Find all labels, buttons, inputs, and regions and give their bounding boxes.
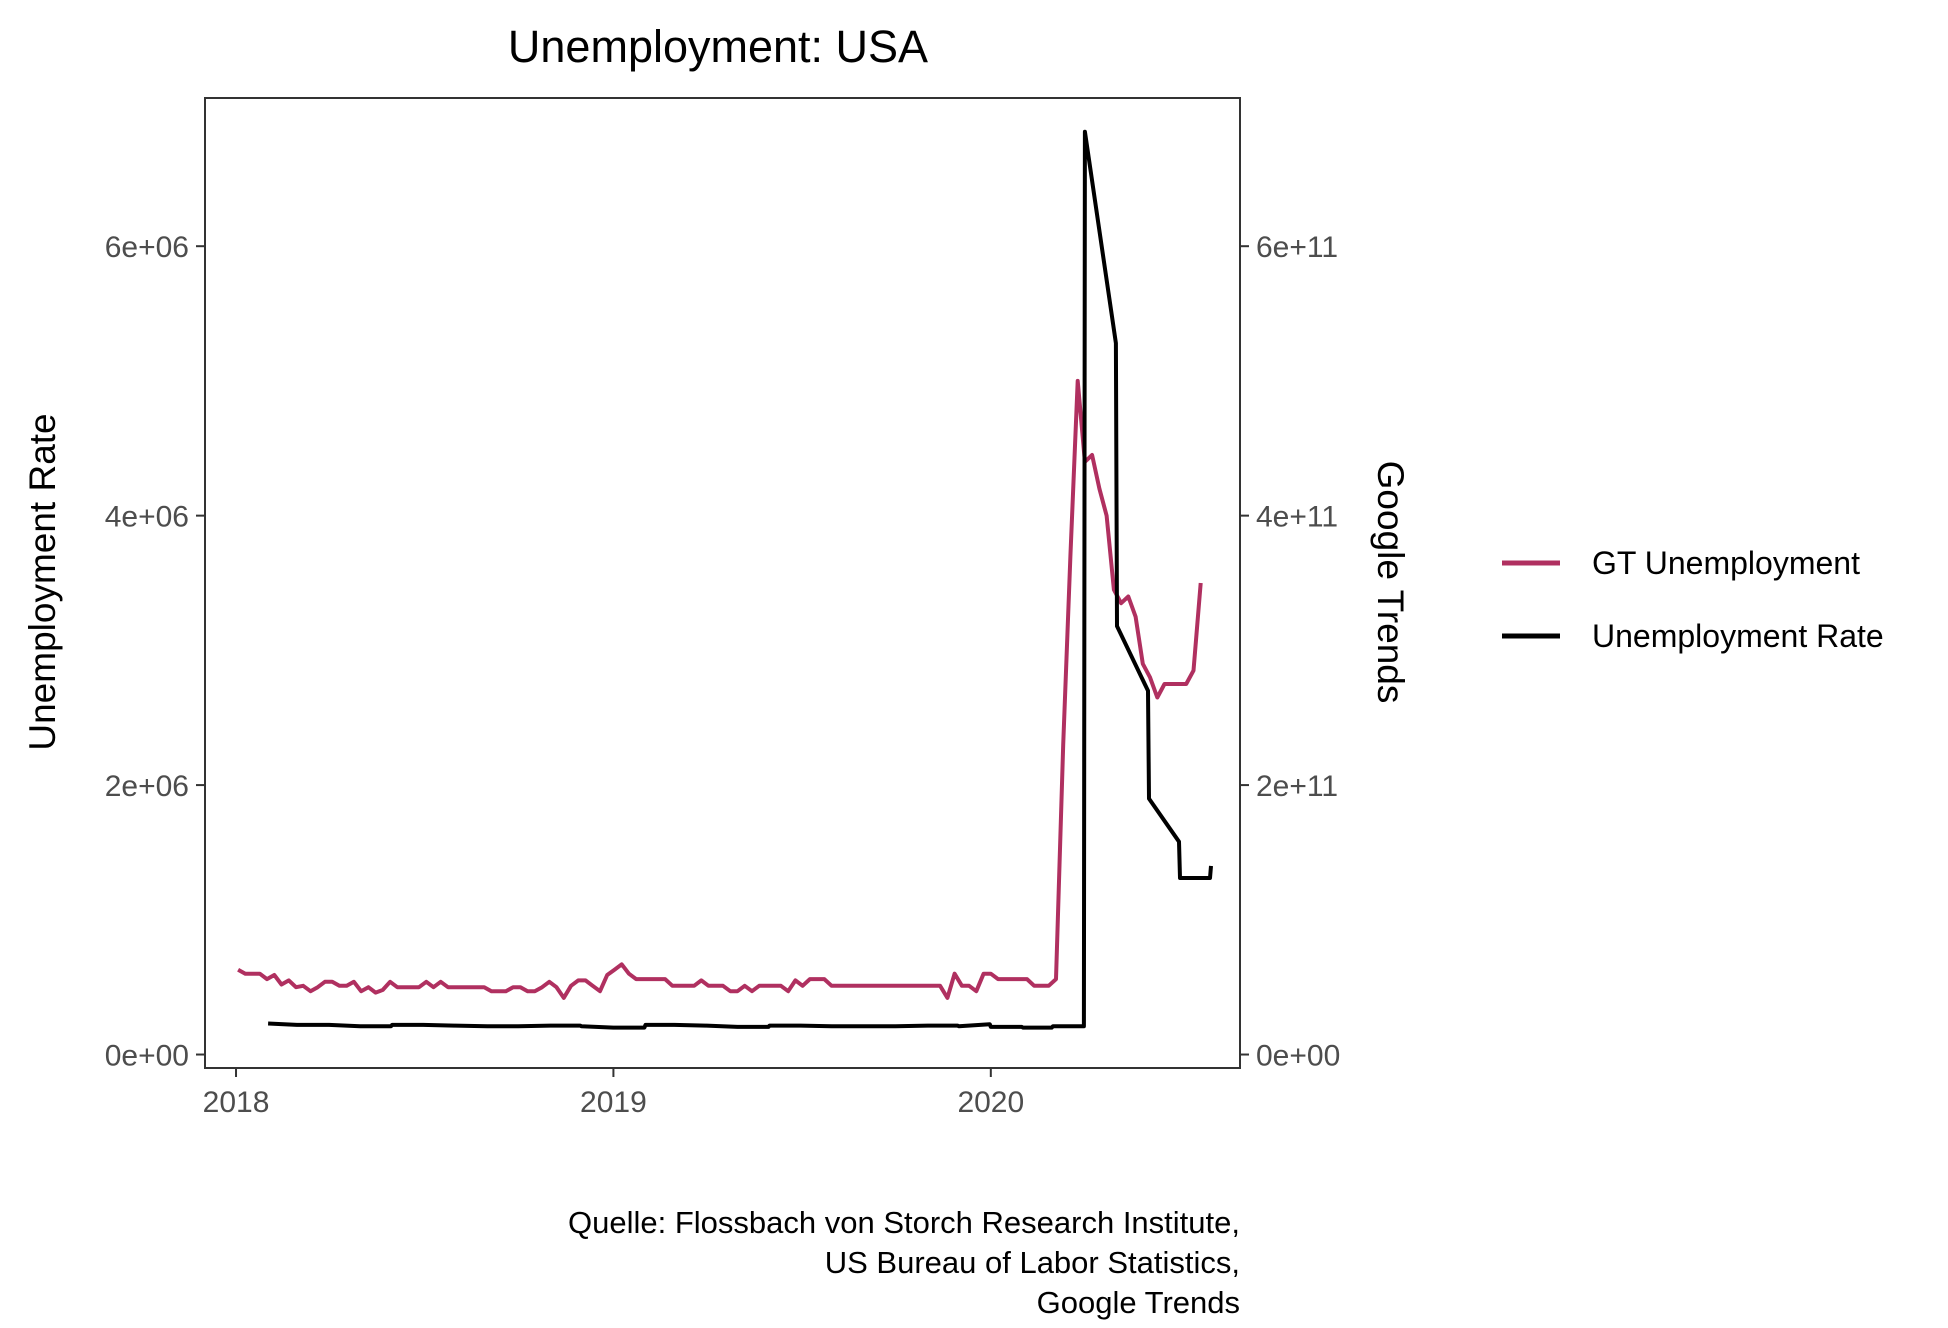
y-axis-title: Unemployment Rate	[22, 413, 63, 750]
caption-line-3: Google Trends	[1037, 1285, 1240, 1320]
y-tick-label: 2e+06	[105, 770, 189, 803]
series-line-2	[268, 129, 1213, 1030]
caption-line-1: Quelle: Flossbach von Storch Research In…	[568, 1205, 1240, 1240]
x-tick-label: 2020	[957, 1086, 1024, 1119]
caption: Quelle: Flossbach von Storch Research In…	[568, 1205, 1240, 1320]
y2-tick-label: 6e+11	[1256, 231, 1338, 264]
series-layer	[237, 129, 1213, 1030]
chart-title: Unemployment: USA	[508, 21, 928, 72]
axis-layer: 0e+00 2e+06 4e+06 6e+06 0e+00 2e+11 4e+11 6e+11…	[105, 231, 1341, 1119]
legend-label-1: GT Unemployment	[1592, 545, 1860, 581]
caption-line-2: US Bureau of Labor Statistics,	[825, 1245, 1240, 1280]
x-tick-label: 2018	[203, 1086, 270, 1119]
y2-axis-title: Google Trends	[1370, 461, 1411, 704]
y-tick-label: 4e+06	[105, 501, 189, 534]
legend-label-2: Unemployment Rate	[1592, 618, 1884, 654]
y-tick-label: 6e+06	[105, 231, 189, 264]
y2-tick-label: 2e+11	[1256, 770, 1338, 803]
y-tick-label: 0e+00	[105, 1040, 189, 1073]
x-tick-label: 2019	[580, 1086, 647, 1119]
y2-tick-label: 4e+11	[1256, 501, 1338, 534]
legend: GT Unemployment Unemployment Rate	[1502, 545, 1884, 654]
plot-area	[204, 97, 1241, 1069]
series-line-1	[237, 378, 1203, 1000]
plot-panel-border	[204, 97, 1241, 1069]
y2-tick-label: 0e+00	[1256, 1040, 1340, 1073]
